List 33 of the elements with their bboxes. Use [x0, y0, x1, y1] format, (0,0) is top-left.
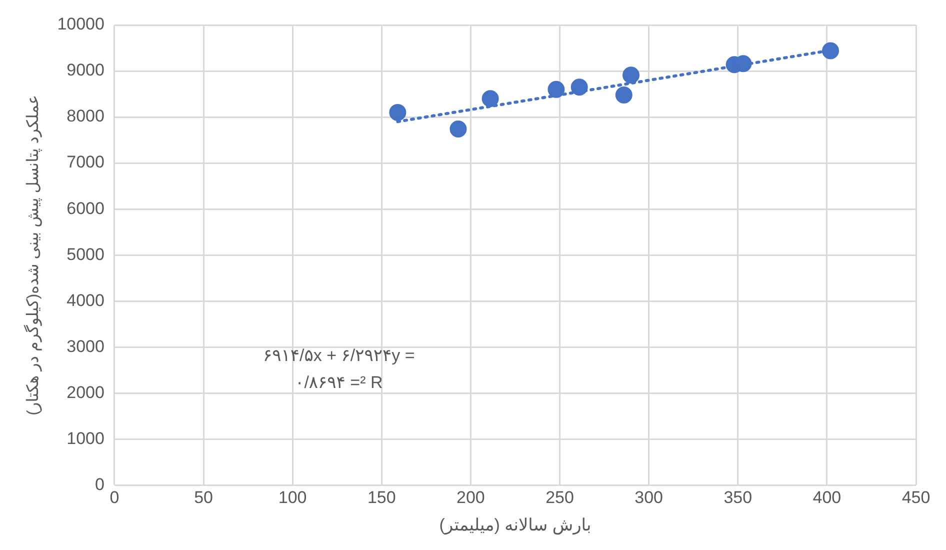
y-tick-label: 5000 [66, 244, 104, 264]
y-tick-label: 4000 [66, 290, 104, 310]
x-tick-label: 250 [546, 488, 574, 508]
y-tick-label: 3000 [66, 336, 104, 356]
y-tick-label: 7000 [66, 152, 104, 172]
x-tick-label: 0 [110, 488, 120, 508]
annotation: ۶۹۱۴/۵x + ۶/۲۹۲۴y = [263, 346, 415, 365]
x-tick-label: 200 [456, 488, 485, 508]
x-tick-label: 400 [812, 488, 842, 508]
y-tick-label: 10000 [57, 14, 104, 34]
y-tick-label: 8000 [66, 106, 104, 126]
x-tick-label: 300 [634, 488, 664, 508]
point [389, 104, 406, 121]
x-tick-label: 100 [278, 488, 307, 508]
point [450, 120, 467, 138]
point [482, 90, 499, 108]
y-axis-title: عملکرد پتانسل پیش بینی شده(کیلوگرم در هکتار) [23, 94, 42, 416]
y-tick-label: 6000 [66, 198, 104, 218]
point [822, 42, 840, 60]
x-tick-label: 450 [902, 488, 930, 508]
x-tick-label: 50 [194, 488, 213, 508]
x-axis-title: بارش سالانه (میلیمتر) [439, 515, 592, 536]
annotation: ۰/۸۶۹۴ =² R [295, 372, 383, 392]
y-tick-label: 0 [95, 474, 104, 494]
point [622, 66, 640, 84]
point [615, 86, 632, 104]
point [548, 80, 565, 98]
x-tick-label: 350 [724, 488, 752, 508]
y-tick-label: 2000 [66, 382, 104, 402]
y-tick-label: 9000 [66, 60, 104, 80]
point [570, 78, 588, 96]
x-tick-label: 150 [367, 488, 396, 508]
y-tick-label: 1000 [66, 428, 104, 448]
